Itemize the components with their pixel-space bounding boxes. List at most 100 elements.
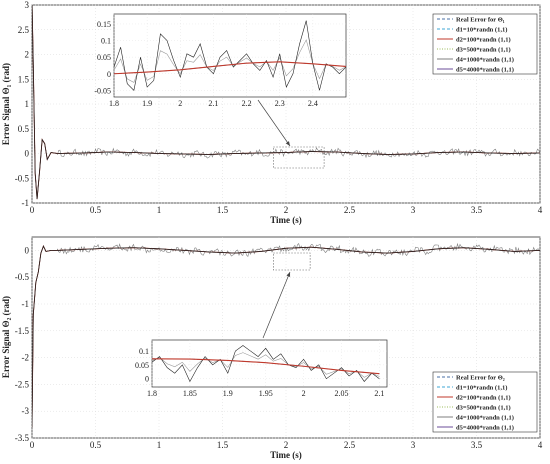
inset-x-tick-label: 2.05 (335, 389, 349, 398)
legend-entry-label: d2=100*randn (1,1) (456, 394, 511, 401)
x-tick-label: 0.5 (90, 440, 102, 450)
zoom-rectangle (272, 252, 311, 271)
legend-entry-label: d1=10*randn (1,1) (456, 384, 507, 391)
inset-x-tick-label: 2 (302, 389, 306, 398)
zoom-arrow-head (286, 272, 291, 277)
inset-theta2: 1.8 1.85 1.9 1.95 2 2.05 2.1 0.1 0.05 0 (135, 339, 388, 398)
legend-entry-label: d3=500*randn (1,1) (456, 404, 511, 411)
inset-series-d5-line (152, 345, 380, 383)
x-tick-label: 4 (538, 205, 543, 215)
zoom-arrow-line (257, 99, 291, 147)
legend-theta2: Real Error for Θ₂ d1=10*randn (1,1) d2=100… (432, 371, 538, 433)
xlabel-theta2: Time (s) (270, 450, 302, 460)
inset-y-tick-label: -0.05 (94, 86, 111, 95)
inset-x-tick-label: 2.2 (242, 99, 252, 108)
zoom-box-theta1 (257, 99, 325, 169)
y-tick-label: 0.5 (18, 124, 30, 134)
inset-series-d5-line (114, 20, 346, 91)
y-tick-label: 0 (25, 245, 30, 255)
x-tick-label: 2.5 (344, 440, 356, 450)
y-tick-label: -0.5 (15, 272, 30, 282)
inset-series-d4-line (114, 39, 346, 83)
y-tick-label: 2 (25, 50, 30, 60)
x-tick-label: 2 (284, 440, 289, 450)
y-tick-label: -2 (22, 353, 30, 363)
legend-entry-label: d4=1000*randn (1,1) (456, 414, 514, 421)
inset-x-tick-label: 2.4 (308, 99, 318, 108)
x-tick-label: 1.5 (217, 440, 229, 450)
legend-entry-label: Real Error for Θ₂ (456, 374, 505, 381)
x-tick-label: 4 (538, 440, 543, 450)
legend-frame (432, 13, 538, 75)
ylabel-theta2: Error Signal Θ₂ (rad) (1, 296, 11, 378)
series-d5-line (32, 5, 540, 200)
inset-x-tick-label: 1.8 (109, 99, 119, 108)
y-tick-label: -3.5 (15, 433, 30, 443)
series-theta2 (32, 242, 540, 428)
x-tick-label: 0 (30, 205, 35, 215)
x-tick-label: 2 (284, 205, 289, 215)
inset-x-tick-label: 2.1 (374, 389, 384, 398)
ticks-theta1: 0 0.5 1 1.5 2 2.5 3 3.5 4 3 2.5 2 1.5 1 0.5 0 -0.5 -1 (15, 0, 543, 215)
x-tick-label: 3 (411, 440, 416, 450)
series-d5-line (32, 245, 540, 428)
inset-theta1: 1.8 1.9 2 2.1 2.2 2.3 2.4 0.15 0.1 0.05 0 -0.05 (94, 13, 347, 108)
y-tick-label: 2.5 (18, 25, 30, 35)
inset-x-tick-label: 1.9 (142, 99, 152, 108)
inset-x-tick-label: 1.95 (259, 389, 273, 398)
legend-entry-label: d2=100*randn (1,1) (456, 36, 511, 43)
x-tick-label: 3 (411, 205, 416, 215)
x-tick-label: 1 (157, 440, 162, 450)
x-tick-label: 1.5 (217, 205, 229, 215)
x-tick-label: 0 (30, 440, 35, 450)
legend-entry-label: d1=10*randn (1,1) (456, 26, 507, 33)
inset-series-d2-line (152, 358, 380, 375)
y-tick-label: -1 (22, 198, 30, 208)
inset-y-tick-label: 0.05 (135, 361, 149, 370)
panel-theta2: 0 0.5 1 1.5 2 2.5 3 3.5 4 0 -0.5 -1 -1.5 -2 -2.5 -3 -3.5… (1, 236, 543, 460)
inset-x-tick-label: 1.8 (147, 389, 157, 398)
inset-series-d4-line (152, 352, 380, 378)
inset-y-tick-label: 0.1 (101, 37, 111, 46)
x-tick-label: 3.5 (471, 440, 483, 450)
inset-x-tick-label: 2.3 (275, 99, 285, 108)
legend-entry-label: Real Error for Θ₁ (456, 16, 505, 23)
x-tick-label: 0.5 (90, 205, 102, 215)
y-tick-label: -3 (22, 406, 30, 416)
legend-entry-label: d5=4000*randn (1,1) (456, 66, 514, 73)
ylabel-theta1: Error Signal Θ₁ (rad) (1, 63, 11, 145)
inset-y-tick-label: 0 (145, 375, 149, 384)
inset-x-tick-label: 1.9 (223, 389, 233, 398)
y-tick-label: 1.5 (18, 74, 30, 84)
zoom-box-theta2 (262, 252, 311, 339)
y-tick-label: 1 (25, 99, 30, 109)
panel-theta1: 0 0.5 1 1.5 2 2.5 3 3.5 4 3 2.5 2 1.5 1 0.5 0 -0.5 -1 Tim… (1, 0, 543, 225)
zoom-arrow-head (285, 141, 290, 146)
inset-x-tick-label: 1.85 (183, 389, 197, 398)
ticks-theta2: 0 0.5 1 1.5 2 2.5 3 3.5 4 0 -0.5 -1 -1.5 -2 -2.5 -3 -3.5 (15, 245, 543, 450)
grid-theta1 (31, 4, 541, 204)
zoom-rectangle (272, 146, 325, 169)
legend-entry-label: d3=500*randn (1,1) (456, 46, 511, 53)
x-tick-label: 2.5 (344, 205, 356, 215)
y-tick-label: -0.5 (15, 173, 30, 183)
y-tick-label: 3 (25, 0, 30, 10)
y-tick-label: -2.5 (15, 379, 30, 389)
legend-theta1: Real Error for Θ₁ d1=10*randn (1,1) d2=100… (432, 13, 538, 75)
series-d4-line (32, 5, 540, 200)
legend-entry-label: d5=4000*randn (1,1) (456, 424, 514, 431)
inset-y-tick-label: 0.05 (97, 53, 111, 62)
xlabel-theta1: Time (s) (270, 215, 302, 225)
inset-series-d2-line (114, 61, 346, 75)
inset-x-tick-label: 2 (178, 99, 182, 108)
y-tick-label: -1 (22, 299, 30, 309)
inset-y-tick-label: 0.15 (97, 20, 111, 29)
x-tick-label: 1 (157, 205, 162, 215)
x-tick-label: 3.5 (471, 205, 483, 215)
y-tick-label: -1.5 (15, 326, 30, 336)
zoom-arrow-line (262, 271, 291, 339)
inset-x-tick-label: 2.1 (208, 99, 218, 108)
legend-frame (432, 371, 538, 433)
inset-frame (113, 13, 347, 98)
